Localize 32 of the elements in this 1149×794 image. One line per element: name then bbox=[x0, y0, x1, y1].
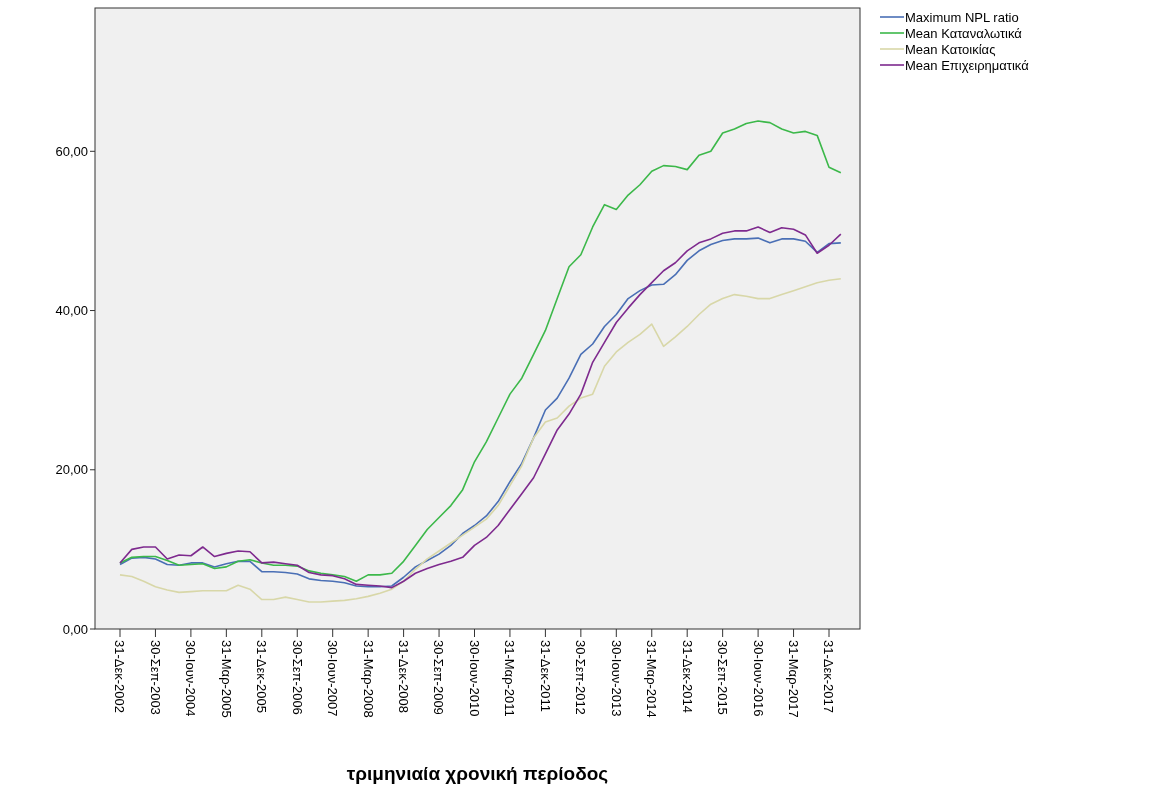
x-tick-label: 30-Ιουν-2004 bbox=[183, 640, 199, 717]
y-tick-label: 40,00 bbox=[55, 303, 88, 319]
x-tick-label: 31-Δεκ-2011 bbox=[537, 640, 553, 713]
x-tick-label: 30-Ιουν-2007 bbox=[325, 640, 341, 717]
x-axis-title: τριμηνιαία χρονική περίοδος bbox=[346, 763, 609, 784]
x-tick-label: 30-Σεπ-2012 bbox=[573, 640, 589, 715]
x-tick-label: 30-Ιουν-2016 bbox=[750, 640, 766, 717]
legend-label: Mean Επιχειρηματικά bbox=[905, 57, 1030, 73]
x-tick-label: 31-Μαρ-2014 bbox=[644, 640, 660, 718]
x-tick-label: 30-Σεπ-2003 bbox=[147, 640, 163, 715]
legend-label: Mean Κατοικίας bbox=[905, 41, 996, 57]
x-tick-label: 31-Δεκ-2014 bbox=[679, 640, 695, 714]
y-tick-label: 0,00 bbox=[62, 621, 88, 637]
x-tick-label: 31-Μαρ-2008 bbox=[360, 640, 376, 718]
x-tick-label: 30-Ιουν-2010 bbox=[466, 640, 482, 717]
x-tick-label: 31-Μαρ-2017 bbox=[786, 640, 801, 718]
line-series bbox=[119, 120, 842, 583]
y-tick-label: 60,00 bbox=[55, 143, 88, 159]
x-tick-label: 31-Δεκ-2005 bbox=[254, 640, 270, 714]
y-tick-label: 20,00 bbox=[55, 462, 88, 478]
x-tick-label: 31-Δεκ-2008 bbox=[396, 640, 412, 714]
legend-label: Maximum NPL ratio bbox=[905, 9, 1019, 25]
legend-label: Mean Καταναλωτικά bbox=[905, 25, 1023, 41]
x-tick-label: 31-Μαρ-2011 bbox=[502, 640, 518, 717]
x-tick-label: 30-Σεπ-2006 bbox=[289, 640, 305, 715]
x-tick-label: 30-Σεπ-2015 bbox=[715, 640, 731, 715]
x-tick-label: 31-Δεκ-2017 bbox=[821, 640, 837, 714]
line-series bbox=[119, 277, 842, 603]
x-tick-label: 30-Ιουν-2013 bbox=[608, 640, 624, 717]
x-tick-label: 31-Μαρ-2005 bbox=[218, 640, 234, 718]
x-tick-label: 31-Δεκ-2002 bbox=[112, 640, 128, 714]
x-tick-label: 30-Σεπ-2009 bbox=[431, 640, 447, 715]
